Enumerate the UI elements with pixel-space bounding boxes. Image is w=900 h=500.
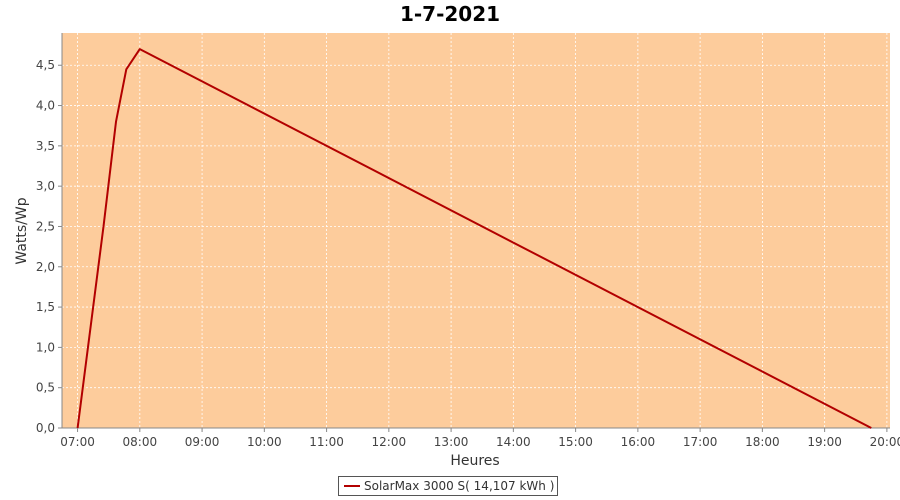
- x-tick-label: 19:00: [807, 435, 842, 449]
- y-axis-label: Watts/Wp: [14, 197, 30, 264]
- series-layer: [76, 48, 872, 429]
- legend: SolarMax 3000 S( 14,107 kWh ): [338, 476, 558, 496]
- x-tick-label: 15:00: [558, 435, 593, 449]
- x-tick-label: 16:00: [621, 435, 656, 449]
- y-tick-label: 4,0: [36, 99, 55, 113]
- x-tick-label: 18:00: [745, 435, 780, 449]
- plot-area: [62, 33, 890, 428]
- chart-title: 1-7-2021: [400, 2, 500, 26]
- x-tick-label: 12:00: [372, 435, 407, 449]
- x-tick-label: 07:00: [60, 435, 95, 449]
- x-tick-label: 14:00: [496, 435, 531, 449]
- y-tick-label: 4,5: [36, 58, 55, 72]
- y-tick-label: 2,5: [36, 219, 55, 233]
- series-line: [76, 48, 872, 429]
- x-tick-label: 11:00: [309, 435, 344, 449]
- y-tick-label: 1,5: [36, 300, 55, 314]
- y-tick-label: 0,0: [36, 421, 55, 435]
- y-axis-ticks: 0,0 0,5 1,0 1,5 2,0 2,5 3,0 3,5 4,0 4,5: [36, 58, 62, 435]
- x-tick-label: 13:00: [434, 435, 469, 449]
- y-tick-label: 3,0: [36, 179, 55, 193]
- x-tick-label: 09:00: [185, 435, 220, 449]
- x-tick-label: 10:00: [247, 435, 282, 449]
- x-tick-label: 08:00: [123, 435, 158, 449]
- legend-swatch: [344, 485, 360, 487]
- gridlines: [62, 33, 890, 429]
- x-axis-ticks: 07:00 08:00 09:00 10:00 11:00 12:00 13:00 14:00…: [60, 428, 900, 449]
- y-tick-label: 1,0: [36, 340, 55, 354]
- x-tick-label: 20:00: [870, 435, 900, 449]
- x-axis-label: Heures: [450, 453, 499, 469]
- x-tick-label: 17:00: [683, 435, 718, 449]
- y-tick-label: 3,5: [36, 139, 55, 153]
- legend-label: SolarMax 3000 S( 14,107 kWh ): [364, 479, 555, 493]
- y-tick-label: 0,5: [36, 381, 55, 395]
- y-tick-label: 2,0: [36, 260, 55, 274]
- axes: [61, 33, 890, 429]
